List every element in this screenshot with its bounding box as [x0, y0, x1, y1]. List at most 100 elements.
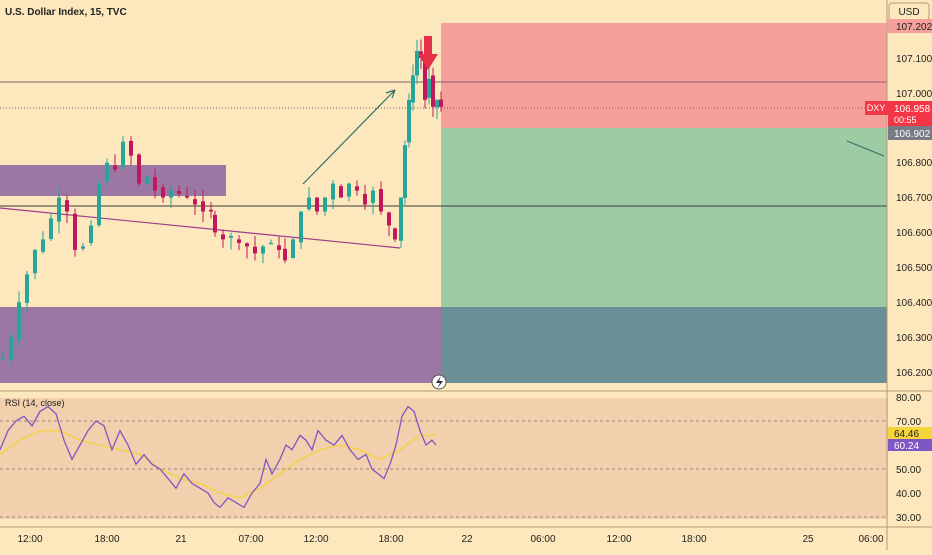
candle-body — [177, 190, 181, 195]
candle-body — [399, 197, 403, 241]
price-label: 106.400 — [896, 298, 932, 309]
candle-body — [161, 187, 165, 198]
candle-body — [113, 165, 117, 170]
candle-body — [363, 194, 367, 205]
candle-body — [261, 246, 265, 254]
current-symbol-label: DXY — [867, 103, 886, 113]
time-label: 06:00 — [858, 534, 883, 545]
candle-body — [269, 242, 273, 245]
zone-overlap — [441, 307, 887, 383]
time-label: 12:00 — [606, 534, 631, 545]
supply-zone-upper[interactable] — [0, 165, 226, 196]
rsi-axis-label: 50.00 — [896, 465, 921, 476]
price-label: 107.100 — [896, 54, 932, 65]
candle-body — [407, 99, 411, 143]
candlestick-series[interactable] — [1, 39, 443, 367]
time-label: 12:00 — [303, 534, 328, 545]
price-label: 106.200 — [896, 368, 932, 379]
candle-body — [355, 186, 359, 191]
candle-body — [137, 154, 141, 184]
lightning-icon[interactable] — [431, 374, 447, 390]
time-label: 07:00 — [238, 534, 263, 545]
time-label: 12:00 — [17, 534, 42, 545]
candle-body — [33, 249, 37, 274]
candle-body — [97, 183, 101, 226]
candle-body — [423, 58, 427, 100]
candle-body — [347, 183, 351, 197]
rsi-value-tag — [888, 427, 932, 439]
candle-body — [237, 239, 241, 243]
currency-button[interactable]: USD — [888, 2, 930, 21]
stop-price-label: 107.202 — [896, 22, 932, 33]
symbol-title[interactable]: U.S. Dollar Index, 15, TVC — [5, 7, 127, 18]
rsi-ma-line[interactable] — [0, 429, 436, 499]
candle-body — [283, 248, 287, 261]
time-label: 22 — [461, 534, 473, 545]
rsi-ma-value: 60.24 — [894, 441, 919, 452]
currency-label: USD — [898, 7, 919, 18]
rsi-value: 64.46 — [894, 429, 919, 440]
time-label: 18:00 — [378, 534, 403, 545]
rsi-axis-label: 80.00 — [896, 393, 921, 404]
candle-body — [9, 337, 13, 360]
candle-body — [245, 243, 249, 247]
rsi-axis-label: 70.00 — [896, 417, 921, 428]
candle-body — [185, 195, 189, 198]
demand-zone[interactable] — [0, 307, 441, 383]
candle-body — [153, 177, 157, 191]
candle-body — [339, 186, 343, 198]
rsi-axis-label: 30.00 — [896, 513, 921, 524]
time-label: 06:00 — [530, 534, 555, 545]
projection-arrowhead — [385, 89, 396, 99]
candle-body — [121, 141, 125, 167]
candle-body — [89, 225, 93, 244]
candle-body — [169, 190, 173, 198]
projection-arrow-line[interactable] — [302, 89, 396, 185]
candle-body — [41, 239, 45, 252]
candle-body — [427, 78, 431, 98]
candle-body — [1, 358, 5, 360]
candle-body — [65, 200, 69, 212]
candle-body — [431, 75, 435, 107]
candle-body — [299, 211, 303, 243]
candle-body — [291, 239, 295, 259]
candle-body — [323, 197, 327, 212]
price-label: 107.000 — [896, 89, 932, 100]
stop-loss-zone[interactable] — [441, 23, 887, 128]
time-label: 18:00 — [681, 534, 706, 545]
take-profit-zone[interactable] — [441, 128, 887, 307]
candle-body — [435, 99, 439, 108]
candle-body — [439, 99, 443, 107]
candle-body — [415, 51, 419, 76]
price-label: 106.800 — [896, 158, 932, 169]
candle-body — [253, 246, 257, 254]
rsi-title[interactable]: RSI (14, close) — [5, 398, 65, 408]
candle-body — [221, 234, 225, 240]
candle-body — [411, 75, 415, 103]
candle-body — [73, 213, 77, 250]
candle-body — [129, 141, 133, 156]
candle-body — [145, 176, 149, 184]
candle-body — [307, 197, 311, 210]
current-price-tag[interactable]: DXY 106.958 00:55 — [865, 101, 932, 126]
candle-body — [201, 201, 205, 212]
candle-body — [403, 145, 407, 198]
rsi-axis-label: 40.00 — [896, 489, 921, 500]
candle-body — [393, 228, 397, 240]
price-label: 106.300 — [896, 333, 932, 344]
rsi-line[interactable] — [0, 405, 437, 509]
stop-price-tag — [887, 19, 932, 33]
price-label: 106.500 — [896, 263, 932, 274]
down-arrow-icon[interactable] — [418, 36, 438, 70]
time-label: 18:00 — [94, 534, 119, 545]
candle-body — [371, 190, 375, 203]
candle-body — [49, 218, 53, 240]
candle-body — [105, 162, 109, 182]
entry-price-label: 106.902 — [894, 129, 931, 140]
time-label: 21 — [175, 534, 187, 545]
target-ray-line[interactable] — [846, 140, 885, 157]
candle-body — [209, 209, 213, 212]
candle-body — [315, 197, 319, 212]
entry-price-tag[interactable]: 106.902 — [888, 126, 932, 140]
